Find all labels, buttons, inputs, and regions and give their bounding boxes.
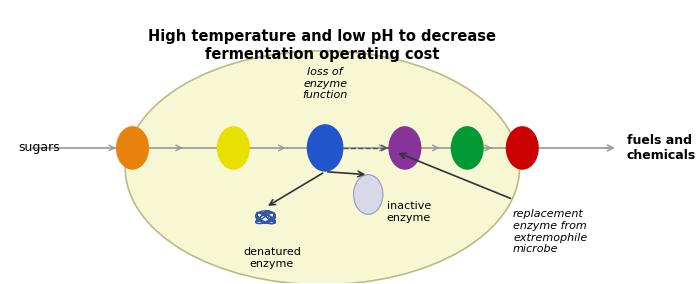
Ellipse shape [217,126,250,170]
Ellipse shape [354,175,383,214]
Text: denatured
enzyme: denatured enzyme [243,247,301,269]
Text: fuels and
chemicals: fuels and chemicals [626,134,696,162]
Ellipse shape [451,126,484,170]
Ellipse shape [116,126,149,170]
Text: loss of
enzyme
function: loss of enzyme function [302,67,348,101]
Text: High temperature and low pH to decrease
fermentation operating cost: High temperature and low pH to decrease … [148,29,496,62]
Text: replacement
enzyme from
extremophile
microbe: replacement enzyme from extremophile mic… [513,209,587,254]
Ellipse shape [389,126,421,170]
Text: sugars: sugars [18,141,60,154]
Ellipse shape [307,124,344,172]
Ellipse shape [506,126,539,170]
Text: inactive
enzyme: inactive enzyme [386,201,430,223]
Ellipse shape [125,51,519,284]
